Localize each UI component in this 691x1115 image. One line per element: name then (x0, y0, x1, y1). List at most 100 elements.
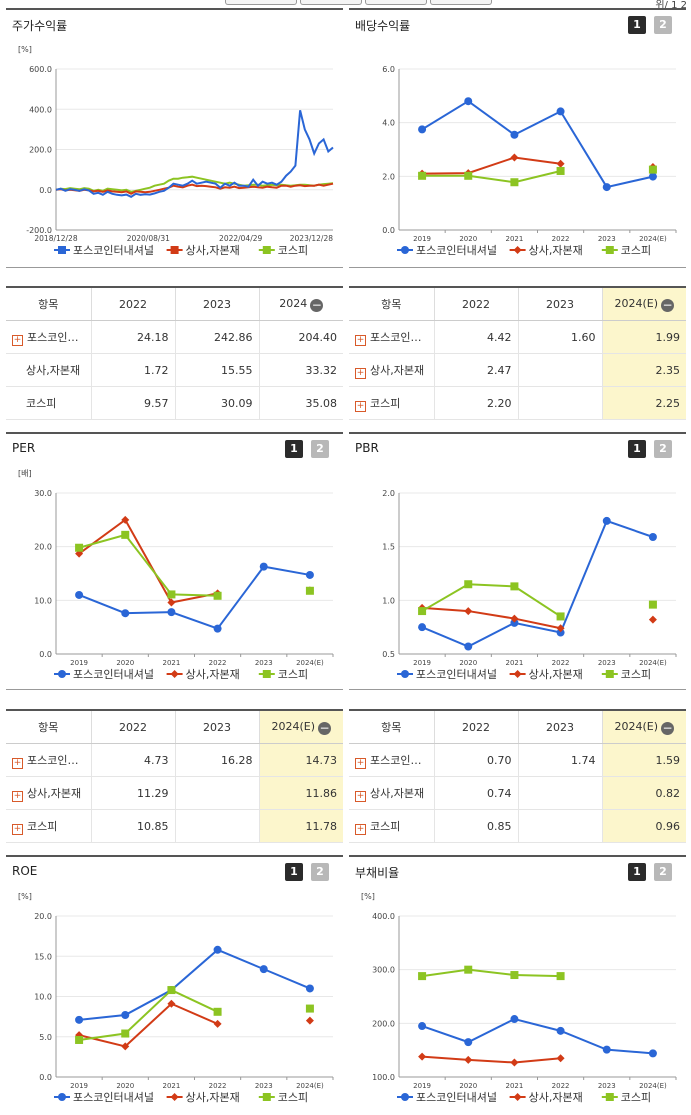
value-cell: 0.85 (433, 809, 518, 843)
value-cell (517, 353, 602, 387)
data-point (167, 608, 176, 617)
row-label-cell[interactable]: + 상사,자본재 (349, 776, 434, 810)
x-tick-label: 2024(E) (639, 235, 667, 243)
x-tick-label: 2022 (552, 659, 570, 667)
collapse-icon[interactable]: − (661, 720, 675, 735)
y-tick-label: 2.0 (382, 172, 395, 181)
series-line (421, 583, 562, 618)
value-cell: 2.47 (433, 353, 518, 387)
page-2-button[interactable]: 2 (311, 863, 329, 881)
data-point (213, 945, 222, 954)
table-row: + 코스피 0.85 0.96 (349, 809, 686, 843)
collapse-icon[interactable]: − (661, 297, 675, 312)
row-label: 포스코인… (370, 753, 422, 767)
row-label-cell[interactable]: + 상사,자본재 (6, 776, 91, 810)
expand-plus-icon[interactable]: + (12, 334, 23, 346)
top-tab-fragment-4[interactable] (430, 0, 492, 5)
value-cell: 33.32 (258, 353, 343, 387)
row-label-cell[interactable]: + 포스코인… (6, 743, 91, 777)
y-tick-label: 5.0 (39, 1033, 52, 1042)
page-2-button[interactable]: 2 (654, 440, 672, 458)
expand-plus-icon[interactable]: + (12, 790, 23, 802)
page-1-button[interactable]: 1 (285, 863, 303, 881)
data-point (602, 183, 611, 192)
top-tab-fragment-2[interactable] (300, 0, 362, 5)
column-header-label: 2024(E) (614, 296, 659, 310)
value-cell: 2.20 (433, 386, 518, 420)
legend-label: 코스피 (278, 1091, 308, 1104)
y-tick-label: 6.0 (382, 65, 395, 74)
legend-label: 상사,자본재 (186, 668, 240, 681)
value-cell: 2.35 (601, 353, 686, 387)
expand-plus-icon[interactable]: + (355, 823, 366, 835)
row-label: 상사,자본재 (27, 786, 82, 800)
expand-plus-icon[interactable]: + (355, 367, 366, 379)
per-chart: [배] 30.0 20.0 10.0 0.0 2019 2020 2021 2022 2023 20… (18, 469, 334, 681)
value-cell: 11.78 (258, 809, 343, 843)
data-point (556, 1026, 565, 1035)
data-point (305, 1004, 314, 1013)
column-header-label: 항목 (38, 298, 59, 311)
y-tick-label: 15.0 (34, 952, 52, 961)
series-line (55, 182, 334, 195)
expand-plus-icon[interactable]: + (355, 400, 366, 412)
page-2-button[interactable]: 2 (311, 440, 329, 458)
data-point (121, 1042, 130, 1051)
page-2-button[interactable]: 2 (654, 863, 672, 881)
expand-plus-icon[interactable]: + (355, 334, 366, 346)
value-cell: 0.82 (601, 776, 686, 810)
expand-plus-icon[interactable]: + (355, 790, 366, 802)
data-point (602, 516, 611, 525)
data-point (75, 590, 84, 599)
page-1-button[interactable]: 1 (285, 440, 303, 458)
top-tab-fragment-1[interactable] (225, 0, 297, 5)
value-cell: 242.86 (174, 320, 259, 354)
expand-plus-icon[interactable]: + (12, 823, 23, 835)
row-label-cell[interactable]: + 코스피 (349, 386, 434, 420)
page-1-button[interactable]: 1 (628, 16, 646, 34)
y-tick-label: 200.0 (372, 1019, 395, 1028)
column-header-label: 2024 (279, 296, 308, 310)
legend-label: 코스피 (278, 668, 308, 681)
column-header: 2024(E) − (258, 710, 343, 744)
row-label-cell[interactable]: + 코스피 (349, 809, 434, 843)
y-tick-label: 400.0 (29, 105, 52, 114)
top-strip-fragment: 위/ 1 2 (655, 0, 687, 11)
panel-title: 부채비율 (355, 866, 400, 880)
data-point (121, 530, 130, 539)
page-1-button[interactable]: 1 (628, 440, 646, 458)
row-label-cell[interactable]: + 포스코인… (349, 743, 434, 777)
y-axis-unit: [%] (18, 45, 32, 54)
legend-marker (170, 670, 179, 678)
page-2-button[interactable]: 2 (654, 16, 672, 34)
y-tick-label: 400.0 (372, 912, 395, 921)
column-header: 2022 (90, 710, 175, 744)
collapse-icon[interactable]: − (318, 720, 332, 735)
row-label-cell[interactable]: + 상사,자본재 (349, 353, 434, 387)
y-axis-unit: [배] (18, 469, 32, 478)
collapse-icon[interactable]: − (310, 297, 324, 312)
row-label-cell[interactable]: + 포스코인… (349, 320, 434, 354)
data-point (510, 178, 519, 187)
table-row: + 상사,자본재 2.47 2.35 (349, 353, 686, 387)
table-header-row: 항목 2022 2023 2024(E) − (349, 710, 686, 744)
data-point (121, 515, 130, 524)
data-point (213, 624, 222, 633)
column-header-label: 2022 (462, 720, 490, 734)
x-tick-label: 2020 (459, 659, 477, 667)
row-label-cell[interactable]: + 코스피 (6, 809, 91, 843)
data-point (259, 562, 268, 571)
legend-label: 코스피 (621, 668, 651, 681)
roe-panel: ROE 1 2 [%] 20.0 15.0 10.0 5.0 0.0 2019 2020 202… (6, 855, 343, 1113)
x-tick-label: 2020 (459, 1082, 477, 1090)
data-point (648, 1049, 657, 1058)
expand-plus-icon[interactable]: + (12, 757, 23, 769)
top-tab-fragment-3[interactable] (365, 0, 427, 5)
legend-marker (262, 1093, 271, 1101)
page-1-button[interactable]: 1 (628, 863, 646, 881)
value-cell: 0.74 (433, 776, 518, 810)
row-label-cell[interactable]: + 포스코인… (6, 320, 91, 354)
series-line (422, 156, 561, 175)
expand-plus-icon[interactable]: + (355, 757, 366, 769)
